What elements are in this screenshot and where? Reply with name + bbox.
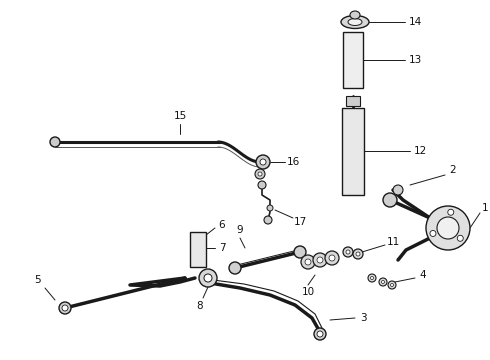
Circle shape bbox=[353, 249, 363, 259]
Circle shape bbox=[379, 278, 387, 286]
Text: 9: 9 bbox=[237, 225, 244, 235]
Circle shape bbox=[388, 281, 396, 289]
Circle shape bbox=[317, 331, 323, 337]
Circle shape bbox=[430, 230, 436, 237]
Circle shape bbox=[391, 284, 393, 287]
Text: 15: 15 bbox=[173, 111, 187, 121]
Circle shape bbox=[204, 274, 212, 282]
Text: 4: 4 bbox=[420, 270, 426, 280]
Ellipse shape bbox=[341, 15, 369, 28]
Circle shape bbox=[62, 305, 68, 311]
Circle shape bbox=[305, 259, 311, 265]
Circle shape bbox=[294, 246, 306, 258]
Circle shape bbox=[448, 209, 454, 215]
Circle shape bbox=[264, 216, 272, 224]
Circle shape bbox=[437, 217, 459, 239]
Text: 12: 12 bbox=[414, 146, 427, 156]
Bar bbox=[346, 96, 360, 106]
Text: 3: 3 bbox=[360, 313, 367, 323]
Circle shape bbox=[325, 251, 339, 265]
Circle shape bbox=[258, 181, 266, 189]
Circle shape bbox=[255, 169, 265, 179]
Circle shape bbox=[59, 302, 71, 314]
Text: 2: 2 bbox=[450, 165, 456, 175]
Text: 6: 6 bbox=[219, 220, 225, 230]
Text: 14: 14 bbox=[408, 17, 421, 27]
Circle shape bbox=[383, 193, 397, 207]
Circle shape bbox=[267, 205, 273, 211]
Text: 7: 7 bbox=[219, 243, 225, 253]
Bar bbox=[342, 108, 364, 195]
Text: 11: 11 bbox=[387, 237, 400, 247]
Circle shape bbox=[329, 255, 335, 261]
Circle shape bbox=[256, 155, 270, 169]
Circle shape bbox=[370, 276, 373, 279]
Circle shape bbox=[229, 262, 241, 274]
Bar bbox=[343, 32, 363, 88]
Ellipse shape bbox=[348, 18, 362, 26]
Bar bbox=[190, 232, 206, 267]
Text: 17: 17 bbox=[294, 217, 307, 227]
Text: 13: 13 bbox=[408, 55, 421, 65]
Text: 1: 1 bbox=[482, 203, 489, 213]
Text: 8: 8 bbox=[196, 301, 203, 311]
Text: 16: 16 bbox=[286, 157, 299, 167]
Circle shape bbox=[457, 235, 463, 241]
Text: 5: 5 bbox=[34, 275, 40, 285]
Circle shape bbox=[314, 328, 326, 340]
Circle shape bbox=[346, 250, 350, 254]
Circle shape bbox=[356, 252, 360, 256]
Circle shape bbox=[368, 274, 376, 282]
Circle shape bbox=[393, 185, 403, 195]
Circle shape bbox=[382, 280, 385, 284]
Circle shape bbox=[260, 159, 266, 165]
Circle shape bbox=[199, 269, 217, 287]
Circle shape bbox=[258, 172, 262, 176]
Circle shape bbox=[343, 247, 353, 257]
Circle shape bbox=[50, 137, 60, 147]
Circle shape bbox=[313, 253, 327, 267]
Text: 10: 10 bbox=[301, 287, 315, 297]
Ellipse shape bbox=[350, 11, 360, 19]
Circle shape bbox=[317, 257, 323, 263]
Circle shape bbox=[426, 206, 470, 250]
Circle shape bbox=[301, 255, 315, 269]
